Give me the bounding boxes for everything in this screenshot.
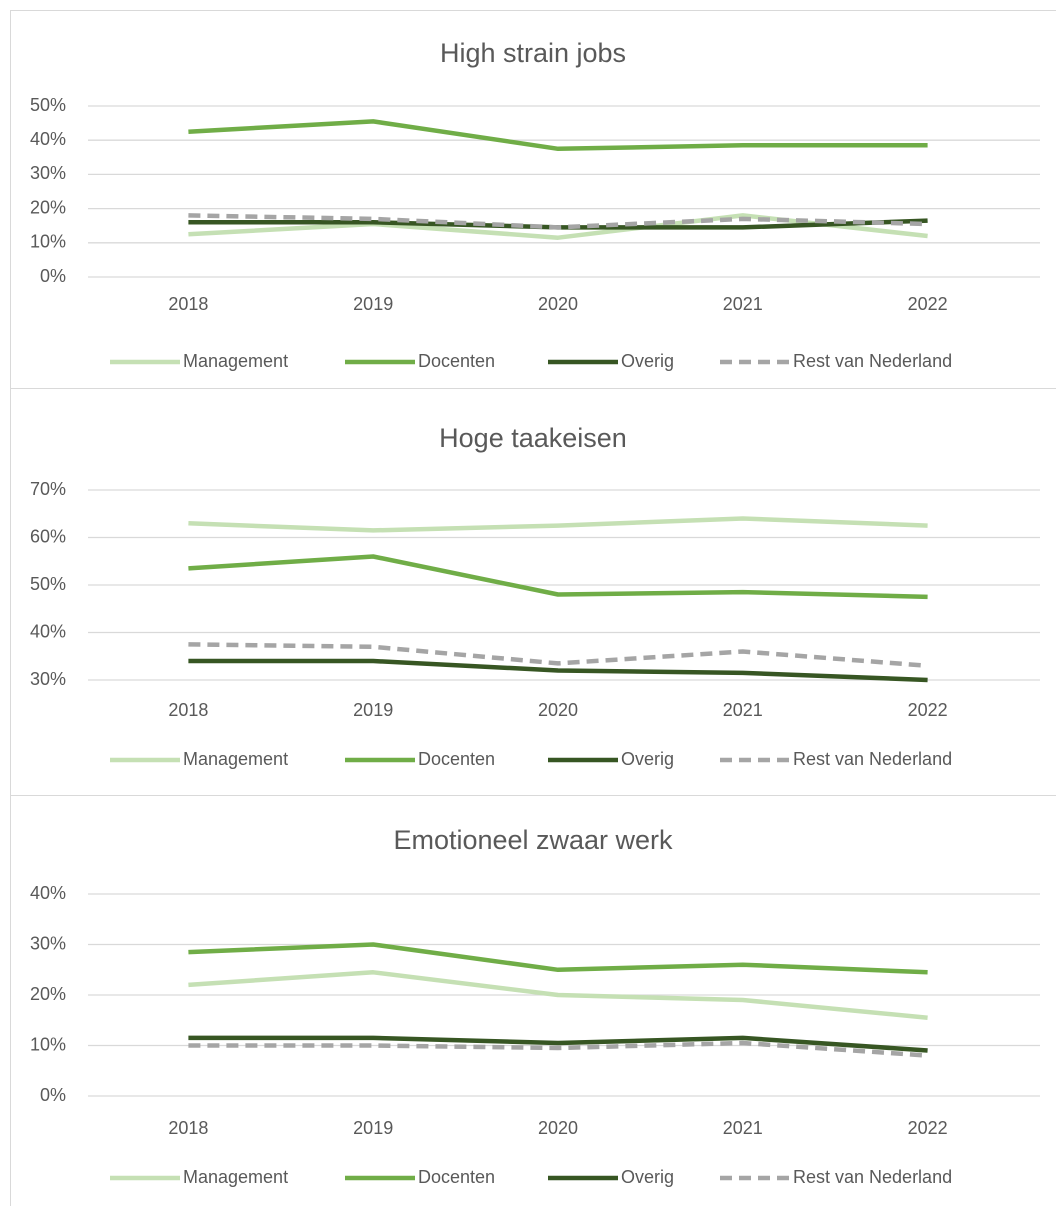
x-tick-label: 2021	[723, 294, 763, 314]
x-tick-label: 2022	[908, 294, 948, 314]
series-line	[188, 554, 928, 600]
chart-title: Emotioneel zwaar werk	[393, 825, 673, 855]
y-tick-label: 10%	[30, 232, 66, 252]
legend-label: Management	[183, 1167, 288, 1187]
legend-label: Overig	[621, 1167, 674, 1187]
x-tick-label: 2021	[723, 700, 763, 720]
x-tick-label: 2018	[168, 1118, 208, 1138]
x-tick-label: 2019	[353, 1118, 393, 1138]
y-tick-label: 20%	[30, 197, 66, 217]
x-tick-label: 2022	[908, 1118, 948, 1138]
series-line	[188, 213, 928, 230]
x-tick-label: 2021	[723, 1118, 763, 1138]
x-tick-label: 2019	[353, 294, 393, 314]
y-tick-label: 30%	[30, 669, 66, 689]
y-tick-label: 40%	[30, 129, 66, 149]
y-tick-label: 20%	[30, 984, 66, 1004]
y-tick-label: 40%	[30, 883, 66, 903]
y-tick-label: 50%	[30, 574, 66, 594]
series-line	[188, 1035, 928, 1053]
series-line	[188, 942, 928, 975]
y-tick-label: 0%	[40, 1085, 66, 1105]
legend-label: Docenten	[418, 1167, 495, 1187]
legend-label: Docenten	[418, 749, 495, 769]
legend-label: Overig	[621, 749, 674, 769]
series-line	[188, 1040, 928, 1058]
legend-label: Rest van Nederland	[793, 1167, 952, 1187]
y-tick-label: 50%	[30, 95, 66, 115]
series-line	[188, 970, 928, 1020]
x-tick-label: 2020	[538, 1118, 578, 1138]
x-tick-label: 2019	[353, 700, 393, 720]
y-tick-label: 40%	[30, 621, 66, 641]
series-line	[188, 658, 928, 683]
series-line	[188, 119, 928, 152]
legend-label: Overig	[621, 351, 674, 371]
y-tick-label: 0%	[40, 266, 66, 286]
legend-label: Management	[183, 351, 288, 371]
series-line	[188, 516, 928, 533]
y-tick-label: 30%	[30, 933, 66, 953]
chart-title: Hoge taakeisen	[439, 423, 627, 453]
x-tick-label: 2018	[168, 294, 208, 314]
legend-label: Management	[183, 749, 288, 769]
legend-label: Rest van Nederland	[793, 749, 952, 769]
y-tick-label: 10%	[30, 1034, 66, 1054]
x-tick-label: 2022	[908, 700, 948, 720]
y-tick-label: 70%	[30, 479, 66, 499]
series-line	[188, 642, 928, 669]
chart-title: High strain jobs	[440, 38, 626, 68]
y-tick-label: 60%	[30, 526, 66, 546]
x-tick-label: 2020	[538, 294, 578, 314]
panel-border	[10, 795, 1056, 1206]
x-tick-label: 2018	[168, 700, 208, 720]
legend-label: Rest van Nederland	[793, 351, 952, 371]
x-tick-label: 2020	[538, 700, 578, 720]
legend-label: Docenten	[418, 351, 495, 371]
y-tick-label: 30%	[30, 163, 66, 183]
